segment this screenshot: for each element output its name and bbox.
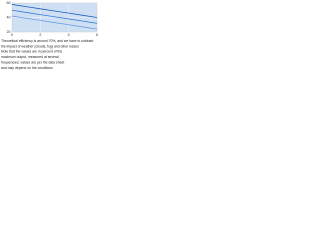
note-line: Note that the values are in percent of t… <box>1 50 62 54</box>
note-line: Theoretical efficiency is around 70%, an… <box>1 39 93 43</box>
y-tick-label: 60 <box>7 1 11 5</box>
series-line <box>11 15 98 30</box>
y-tick-label: 20 <box>7 30 11 34</box>
note-line: maximum output, measured at several <box>1 55 59 59</box>
x-tick-label: 6 <box>96 33 98 37</box>
x-tick-label: 4 <box>68 33 70 37</box>
series-line <box>11 4 98 18</box>
series-line <box>11 9 98 24</box>
y-tick-label: 40 <box>7 15 11 19</box>
note-line: frequencies; values are per the data she… <box>1 60 64 64</box>
note-line: the impact of weather (clouds, fog) and … <box>1 44 79 48</box>
x-tick-label: 0 <box>11 33 13 37</box>
x-tick-label: 2 <box>39 33 41 37</box>
page: {"chart_data": {"type": "line", "x": [0,… <box>0 0 100 72</box>
note-line: and may depend on the conditions <box>1 66 53 70</box>
